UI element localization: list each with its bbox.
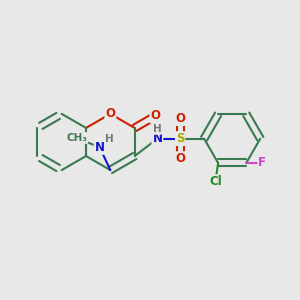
- Text: S: S: [176, 132, 184, 145]
- Text: F: F: [258, 157, 266, 169]
- Text: CH₃: CH₃: [66, 133, 87, 143]
- Text: N: N: [152, 132, 162, 145]
- Text: Cl: Cl: [209, 175, 222, 188]
- Text: H: H: [105, 134, 113, 144]
- Text: H: H: [152, 124, 161, 134]
- Text: O: O: [105, 107, 115, 120]
- Text: O: O: [175, 152, 185, 165]
- Text: N: N: [94, 141, 105, 154]
- Text: O: O: [150, 110, 161, 122]
- Text: O: O: [175, 112, 185, 125]
